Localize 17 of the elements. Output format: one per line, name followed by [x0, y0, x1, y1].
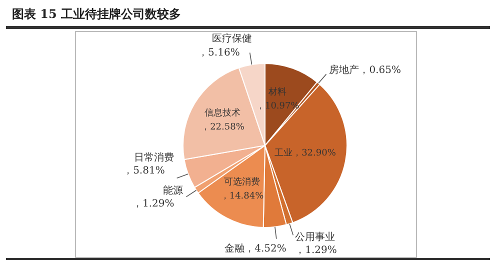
slice-label: 医疗保健: [212, 32, 252, 44]
data-label: ，5.81%: [123, 166, 165, 177]
slice-label: 工业，32.90%: [274, 148, 336, 159]
data-label: ，1.29%: [295, 244, 337, 256]
slice-label: 日常消费: [134, 152, 174, 164]
slice-label: 可选消费: [224, 176, 260, 188]
slice-label: 能源: [163, 184, 184, 196]
slice-label: 房地产，0.65%: [329, 64, 402, 76]
data-label: ，1.29%: [132, 198, 174, 210]
data-label: ，22.58%: [201, 122, 245, 133]
data-label: ，5.16%: [198, 47, 240, 58]
slice-label: 信息技术: [204, 108, 241, 119]
chart-title: 图表 15 工业待挂牌公司数较多: [12, 6, 182, 23]
slice-label: 公用事业: [295, 230, 336, 243]
slice-label: 金融，4.52%: [224, 242, 286, 254]
slice-label: 材料: [268, 86, 287, 98]
data-label: ，14.84%: [220, 191, 264, 202]
